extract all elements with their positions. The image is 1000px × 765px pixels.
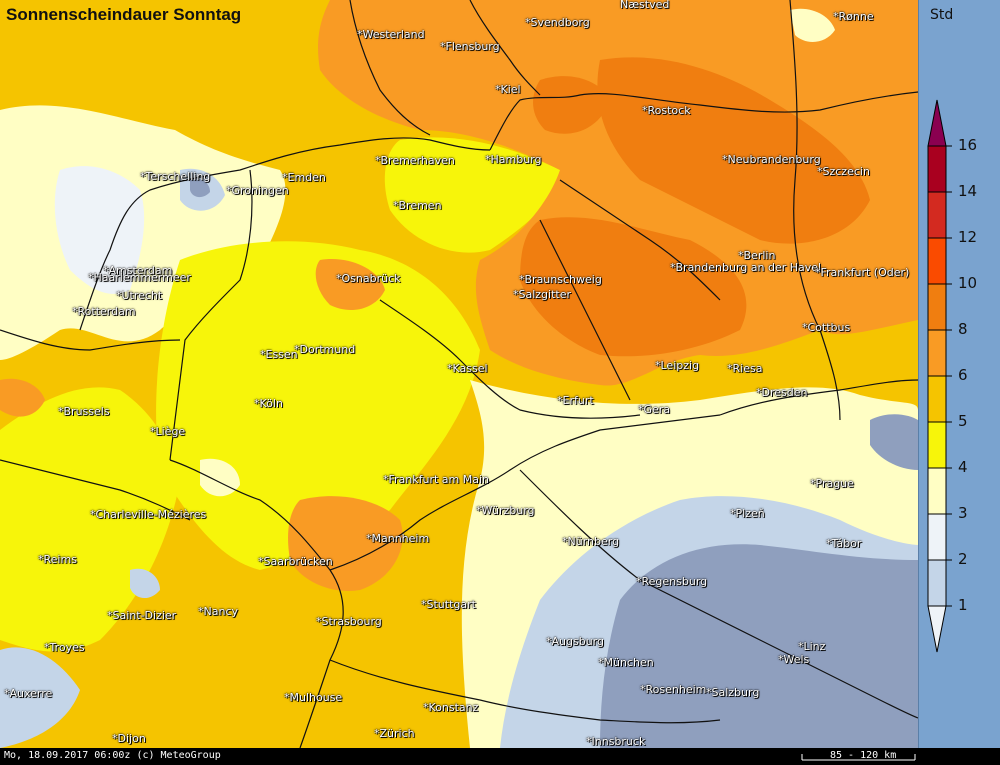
legend-level: 16	[958, 136, 978, 154]
city-label: *Osnabrück	[336, 272, 401, 285]
legend-swatch	[927, 513, 947, 561]
legend-level: 14	[958, 182, 978, 200]
legend-color-bar	[927, 99, 952, 653]
city-label: *Utrecht	[116, 289, 163, 302]
city-label: *Charleville-Mézières	[90, 508, 207, 521]
city-label: *Riesa	[727, 362, 763, 375]
city-label: *Saint-Dizier	[107, 609, 177, 622]
legend-level: 1	[958, 596, 968, 614]
city-label: *Groningen	[226, 184, 289, 197]
city-label: *Plzeň	[730, 507, 765, 520]
city-label: Næstved	[620, 0, 670, 11]
city-label: *Gera	[638, 403, 671, 416]
city-label: *Köln	[254, 397, 283, 410]
city-label: *Strasbourg	[316, 615, 382, 628]
legend-level: 8	[958, 320, 968, 338]
map-title: Sonnenscheindauer Sonntag	[6, 5, 242, 24]
legend-level: 5	[958, 412, 968, 430]
legend-swatch	[927, 191, 947, 239]
city-label: *Stuttgart	[421, 598, 476, 611]
city-label: *Nürnberg	[562, 535, 620, 548]
city-label: *Kassel	[447, 362, 488, 375]
city-label: *Westerland	[357, 28, 425, 41]
city-label: *Brussels	[58, 405, 110, 418]
city-label: *Svendborg	[525, 16, 590, 29]
city-label: *Cottbus	[802, 321, 851, 334]
city-label: *Innsbruck	[586, 735, 646, 748]
legend-swatch	[927, 145, 947, 193]
city-label: *Neubrandenburg	[722, 153, 821, 166]
city-label: *Haarlemmermeer	[88, 271, 191, 284]
city-label: *Rosenheim	[640, 683, 707, 696]
city-label: *Konstanz	[423, 701, 479, 714]
legend-swatch	[927, 375, 947, 423]
legend-swatch	[927, 467, 947, 515]
city-label: *Bremen	[393, 199, 442, 212]
legend-swatch	[927, 283, 947, 331]
city-label: *Frankfurt (Oder)	[815, 266, 910, 279]
city-label: *Emden	[282, 171, 326, 184]
city-label: *Hamburg	[485, 153, 542, 166]
timestamp-copyright: Mo, 18.09.2017 06:00z (c) MeteoGroup	[4, 750, 221, 761]
city-label: *Tábor	[826, 537, 862, 550]
city-label: *Nancy	[198, 605, 238, 618]
city-label: *Würzburg	[476, 504, 535, 517]
scale-bar	[801, 754, 916, 761]
legend-swatch-min	[927, 605, 947, 653]
city-label: *Mulhouse	[284, 691, 343, 704]
city-label: *Erfurt	[557, 394, 594, 407]
legend-swatch	[927, 237, 947, 285]
city-label: *Linz	[798, 640, 826, 653]
city-label: *Rostock	[642, 104, 691, 117]
city-label: *Rønne	[833, 10, 874, 23]
city-label: *Saarbrücken	[258, 555, 333, 568]
legend-swatch	[927, 559, 947, 607]
city-label: *Braunschweig	[519, 273, 602, 286]
city-label: *Essen	[260, 348, 298, 361]
legend-level: 12	[958, 228, 978, 246]
city-label: *Salzburg	[706, 686, 760, 699]
city-label: *München	[598, 656, 654, 669]
city-label: *Wels	[778, 653, 810, 666]
city-label: *Leipzig	[655, 359, 700, 372]
legend-level: 4	[958, 458, 968, 476]
map-fields	[0, 0, 918, 748]
footer-bar: Mo, 18.09.2017 06:00z (c) MeteoGroup 85 …	[0, 748, 1000, 765]
city-label: *Amsterdam	[103, 264, 173, 277]
legend-unit: Std	[930, 7, 954, 23]
city-label: *Reims	[38, 553, 77, 566]
city-label: *Frankfurt am Main	[383, 473, 490, 486]
city-label: *Troyes	[44, 641, 85, 654]
legend-level: 6	[958, 366, 968, 384]
legend-swatch	[927, 421, 947, 469]
color-legend: Std 16 14 12 10 8 6 5 4 3 2 1	[918, 0, 1000, 748]
city-label: *Salzgitter	[513, 288, 572, 301]
city-label: *Mannheim	[366, 532, 430, 545]
city-label: *Flensburg	[440, 40, 500, 53]
city-label: *Regensburg	[636, 575, 708, 588]
city-label: *Bremerhaven	[375, 154, 455, 167]
city-label: *Dijon	[112, 732, 146, 745]
city-label: *Berlin	[738, 249, 776, 262]
city-label: *Dresden	[756, 386, 808, 399]
legend-level: 2	[958, 550, 968, 568]
city-label: *Auxerre	[4, 687, 53, 700]
sunshine-duration-map: Sonnenscheindauer Sonntag Næstved *Weste…	[0, 0, 918, 748]
legend-swatch-max	[927, 99, 947, 147]
city-label: *Dortmund	[294, 343, 356, 356]
scale-label: 85 - 120 km	[830, 750, 897, 761]
city-label: *Kiel	[495, 83, 521, 96]
legend-swatch	[927, 329, 947, 377]
city-label: *Liège	[150, 425, 186, 438]
city-label: *Rotterdam	[72, 305, 136, 318]
city-label: *Szczecin	[817, 165, 870, 178]
legend-level: 10	[958, 274, 978, 292]
city-label: *Zürich	[374, 727, 415, 740]
city-label: *Terschelling	[140, 170, 211, 183]
city-label: *Prague	[810, 477, 854, 490]
city-label: *Brandenburg an der Havel	[670, 261, 822, 274]
city-label: *Augsburg	[546, 635, 604, 648]
legend-level: 3	[958, 504, 968, 522]
